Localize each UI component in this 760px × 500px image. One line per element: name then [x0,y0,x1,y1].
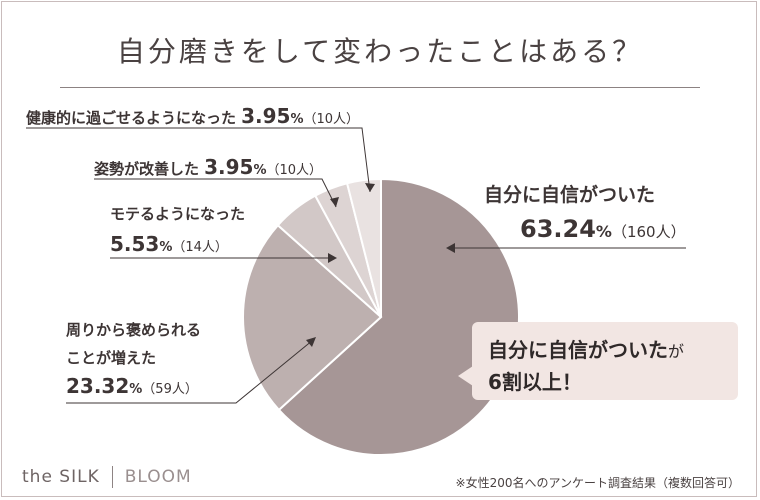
label-praised-name-line2: ことが増えた [66,349,157,367]
label-popular-name: モテるようになった [110,205,246,223]
slice-healthy [345,177,382,318]
label-confidence-name: 自分に自信がついた [484,184,656,206]
label-posture-count: （10人） [266,163,323,178]
leader-line-healthy [26,127,371,193]
arrowhead-popular [328,253,337,263]
label-confidence-unit: % [595,222,612,241]
brand-part2: BLOOM [124,467,192,487]
callout-main-text: 自分に自信がついた [488,338,668,362]
label-praised-pct: 23.32 [66,374,130,398]
slice-praised [242,223,383,412]
brand-part1: the SILK [22,467,100,487]
label-praised-count: （59人） [142,382,198,397]
label-posture-pct: 3.95 [204,155,254,179]
label-healthy-name: 健康的に過ごせるようになった [26,109,237,127]
arrowhead-confidence [446,243,455,253]
label-confidence-pct: 63.24 [520,215,596,243]
label-healthy-pct: 3.95 [241,104,291,128]
arrowhead-praised [306,337,316,347]
label-posture-name: 姿勢が改善した [94,160,200,178]
brand-logo: the SILK BLOOM [22,466,192,488]
label-healthy-count: （10人） [303,112,360,127]
brand-separator [111,466,113,488]
survey-footnote: ※女性200名へのアンケート調査結果（複数回答可） [455,476,740,490]
callout-suffix-text: が [668,342,685,361]
label-posture: 姿勢が改善した 3.95%（10人） [94,155,322,179]
arrowhead-posture [330,197,339,207]
label-praised: 周りから褒められる ことが増えた 23.32%（59人） [66,316,201,404]
leader-line-posture [94,178,337,208]
label-healthy-unit: % [290,112,304,127]
leader-line-praised [66,339,314,404]
chart-title: 自分磨きをして変わったことはある？ [116,35,644,68]
label-confidence: 自分に自信がついた 63.24%（160人） [484,178,686,249]
highlight-callout: 自分に自信がついたが 6割以上！ [458,322,738,400]
callout-line2-text: 6割以上！ [488,370,582,394]
label-healthy: 健康的に過ごせるようになった 3.95%（10人） [26,104,359,128]
label-popular: モテるようになった 5.53%（14人） [110,199,245,263]
arrowhead-healthy [365,183,375,192]
label-confidence-count: （160人） [611,223,686,241]
label-popular-pct: 5.53 [110,232,160,256]
title-divider [60,87,700,88]
label-popular-count: （14人） [172,240,228,255]
label-popular-unit: % [159,240,173,255]
label-praised-name-line1: 周りから褒められる [66,321,202,339]
label-praised-unit: % [129,382,143,397]
label-posture-unit: % [253,163,267,178]
